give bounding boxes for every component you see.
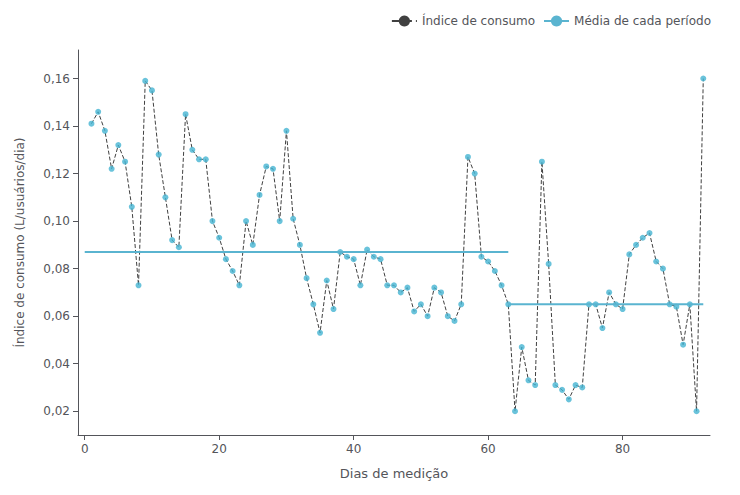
svg-text:80: 80 [615,442,630,456]
svg-text:0,12: 0,12 [43,167,70,181]
svg-text:Índice de consumo: Índice de consumo [422,13,535,28]
svg-text:Índice de consumo (L/usuários/: Índice de consumo (L/usuários/dia) [12,137,27,347]
svg-text:0,16: 0,16 [43,72,70,86]
svg-text:60: 60 [480,442,495,456]
svg-text:0: 0 [81,442,89,456]
svg-text:0,02: 0,02 [43,404,70,418]
svg-text:20: 20 [212,442,227,456]
svg-text:0,08: 0,08 [43,262,70,276]
svg-text:Média de cada período: Média de cada período [574,14,711,28]
svg-text:40: 40 [346,442,361,456]
svg-text:0,04: 0,04 [43,357,70,371]
svg-text:0,06: 0,06 [43,309,70,323]
svg-text:Dias de medição: Dias de medição [340,466,449,481]
svg-text:0,10: 0,10 [43,214,70,228]
svg-text:0,14: 0,14 [43,119,70,133]
